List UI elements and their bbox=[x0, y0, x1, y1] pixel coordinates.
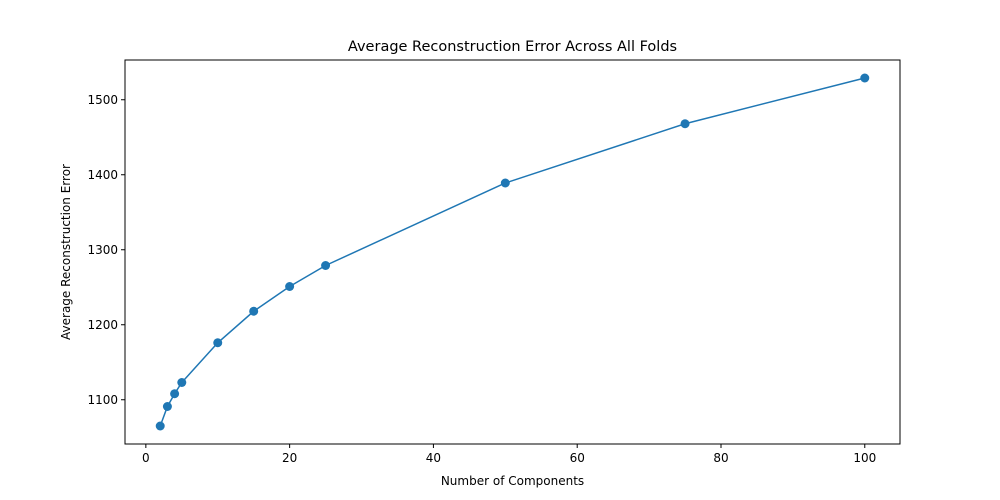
series-line bbox=[159, 77, 865, 427]
y-axis-label: Average Reconstruction Error bbox=[59, 164, 73, 340]
y-tick-label: 1100 bbox=[87, 393, 118, 407]
data-point bbox=[177, 378, 187, 387]
data-point bbox=[500, 178, 510, 188]
data-point bbox=[321, 261, 331, 270]
x-tick-label: 40 bbox=[426, 451, 441, 465]
y-axis: 1100 1200 1300 1400 1500 bbox=[87, 93, 125, 407]
y-tick-label: 1400 bbox=[87, 168, 118, 182]
x-axis: 0 20 40 60 80 100 bbox=[142, 444, 876, 465]
data-point bbox=[249, 306, 259, 316]
x-tick-label: 60 bbox=[570, 451, 585, 465]
data-point bbox=[680, 119, 690, 129]
data-point bbox=[170, 389, 180, 399]
data-point bbox=[860, 73, 870, 83]
x-tick-label: 80 bbox=[713, 451, 728, 465]
y-tick-label: 1300 bbox=[87, 243, 118, 257]
x-tick-label: 0 bbox=[142, 451, 150, 465]
plot-area bbox=[124, 59, 901, 445]
y-tick-label: 1500 bbox=[87, 93, 118, 107]
chart-title: Average Reconstruction Error Across All … bbox=[348, 39, 677, 55]
series-markers bbox=[155, 73, 870, 431]
data-point bbox=[162, 402, 172, 411]
x-tick-label: 100 bbox=[853, 451, 876, 465]
data-point bbox=[155, 421, 165, 431]
data-point bbox=[285, 282, 295, 291]
plot-frame bbox=[124, 59, 901, 445]
x-tick-label: 20 bbox=[282, 451, 297, 465]
data-point bbox=[213, 338, 223, 348]
y-tick-label: 1200 bbox=[87, 318, 118, 332]
x-axis-label: Number of Components bbox=[441, 474, 584, 488]
